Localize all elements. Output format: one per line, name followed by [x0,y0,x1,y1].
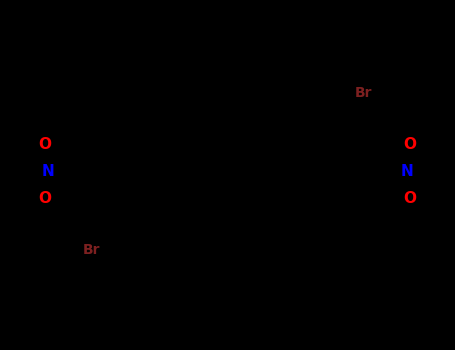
Text: N: N [400,164,414,179]
Text: O: O [404,137,417,152]
Text: Br: Br [355,86,372,100]
Text: O: O [404,191,417,206]
Text: O: O [38,191,51,206]
Text: Br: Br [83,243,100,257]
Text: N: N [41,164,55,179]
Text: O: O [38,137,51,152]
